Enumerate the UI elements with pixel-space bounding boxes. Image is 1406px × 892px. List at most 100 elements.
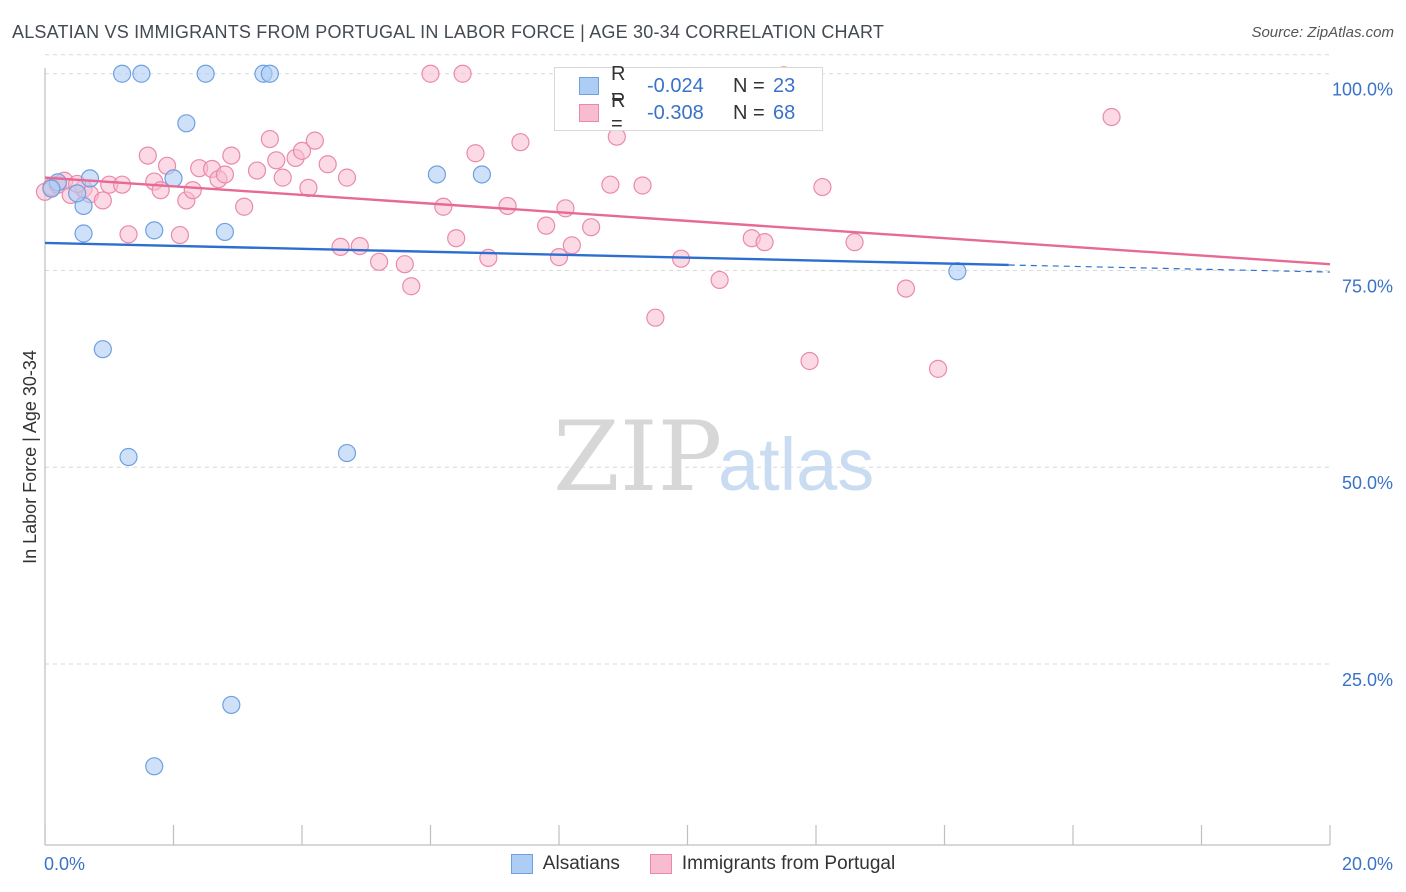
series-alsatians bbox=[42, 64, 967, 776]
tick-labels: 25.0% 50.0% 75.0% 100.0% 0.0% 20.0% bbox=[44, 80, 1393, 874]
data-point bbox=[453, 64, 472, 83]
data-point bbox=[235, 197, 254, 216]
data-point bbox=[601, 175, 620, 194]
data-point bbox=[215, 165, 234, 184]
data-point bbox=[183, 181, 202, 200]
data-point bbox=[421, 64, 440, 83]
data-point bbox=[447, 229, 466, 248]
data-point bbox=[247, 161, 267, 180]
series-legend: Alsatians Immigrants from Portugal bbox=[0, 851, 1406, 877]
data-point bbox=[164, 169, 183, 188]
legend-row-portugal: R = -0.308 N = 68 bbox=[579, 90, 796, 135]
data-point bbox=[537, 216, 556, 235]
x-tick-label: 0.0% bbox=[44, 854, 85, 874]
legend-item-alsatians: Alsatians bbox=[510, 853, 620, 875]
data-point bbox=[434, 197, 453, 216]
data-point bbox=[305, 131, 324, 150]
data-point bbox=[427, 165, 447, 184]
legend-swatch-pink bbox=[579, 104, 599, 122]
x-tick-label: 20.0% bbox=[1342, 854, 1393, 874]
data-point bbox=[273, 168, 292, 187]
legend-r-label: R = bbox=[611, 63, 626, 108]
data-point bbox=[267, 151, 286, 170]
data-point bbox=[74, 224, 93, 243]
data-point bbox=[646, 308, 665, 327]
legend-n-value: 23 bbox=[773, 74, 796, 97]
data-point bbox=[292, 141, 312, 160]
data-point bbox=[112, 175, 132, 194]
legend-item-portugal: Immigrants from Portugal bbox=[649, 853, 895, 875]
legend-swatch-pink bbox=[649, 854, 672, 874]
grid-lines bbox=[45, 54, 1330, 665]
legend-label-alsatians: Alsatians bbox=[542, 853, 620, 874]
legend-swatch-blue bbox=[510, 854, 533, 874]
watermark: ZIP atlas bbox=[553, 401, 874, 513]
data-point bbox=[813, 177, 832, 197]
trend-line-alsatians-extension bbox=[1008, 264, 1331, 273]
legend-n-label: N = bbox=[733, 101, 765, 124]
legend-swatch-blue bbox=[579, 77, 599, 95]
data-point bbox=[196, 64, 215, 83]
data-point bbox=[350, 236, 369, 256]
y-tick-label: 75.0% bbox=[1342, 276, 1393, 296]
data-point bbox=[582, 218, 601, 237]
data-point bbox=[42, 179, 61, 198]
data-point bbox=[331, 237, 350, 256]
data-point bbox=[845, 233, 864, 252]
data-point bbox=[119, 447, 138, 467]
legend-n-label: N = bbox=[733, 74, 765, 97]
data-point bbox=[472, 165, 491, 184]
legend-n-value: 68 bbox=[773, 101, 796, 124]
data-point bbox=[138, 146, 157, 165]
data-point bbox=[466, 144, 485, 163]
data-point bbox=[755, 233, 774, 252]
data-point bbox=[633, 176, 652, 195]
watermark-zip: ZIP bbox=[553, 401, 722, 513]
data-point bbox=[93, 191, 112, 210]
data-point bbox=[112, 64, 132, 83]
trend-line-portugal bbox=[44, 176, 1331, 266]
y-axis-label: In Labor Force | Age 30-34 bbox=[20, 350, 40, 564]
data-point bbox=[222, 695, 241, 715]
data-point bbox=[370, 252, 389, 271]
watermark-atlas: atlas bbox=[718, 423, 874, 506]
data-point bbox=[132, 64, 151, 83]
data-point bbox=[177, 114, 196, 133]
data-point bbox=[948, 262, 967, 281]
data-point bbox=[1102, 107, 1121, 127]
trend-lines bbox=[44, 176, 1331, 273]
data-point bbox=[222, 146, 241, 165]
source-label: Source: ZipAtlas.com bbox=[1251, 24, 1394, 41]
legend-row-alsatians: R = -0.024 N = 23 bbox=[579, 63, 796, 108]
data-point bbox=[710, 270, 729, 290]
data-point bbox=[549, 248, 569, 267]
data-point bbox=[93, 340, 112, 359]
correlation-legend: R = -0.024 N = 23 R = -0.308 N = 68 bbox=[554, 63, 823, 135]
data-point bbox=[402, 277, 421, 296]
data-point bbox=[260, 129, 279, 149]
legend-r-value: -0.024 bbox=[647, 74, 704, 97]
y-tick-label: 25.0% bbox=[1342, 670, 1393, 690]
trend-line-alsatians bbox=[44, 241, 1009, 267]
data-point bbox=[119, 225, 138, 244]
data-point bbox=[395, 255, 414, 274]
data-point bbox=[170, 225, 190, 245]
data-point bbox=[80, 169, 100, 188]
legend-r-label: R = bbox=[611, 90, 626, 135]
data-point bbox=[145, 221, 164, 240]
data-point bbox=[800, 351, 819, 371]
data-point bbox=[498, 196, 517, 216]
chart-title: ALSATIAN VS IMMIGRANTS FROM PORTUGAL IN … bbox=[12, 22, 885, 42]
y-tick-label: 100.0% bbox=[1332, 80, 1393, 100]
data-point bbox=[928, 359, 948, 378]
data-point bbox=[337, 168, 357, 187]
legend-r-value: -0.308 bbox=[647, 101, 704, 124]
data-point bbox=[562, 236, 581, 255]
data-point bbox=[215, 222, 234, 242]
data-point bbox=[337, 443, 357, 463]
data-point bbox=[318, 155, 337, 174]
data-point bbox=[68, 184, 87, 203]
data-point bbox=[896, 279, 916, 298]
data-point bbox=[145, 757, 164, 776]
